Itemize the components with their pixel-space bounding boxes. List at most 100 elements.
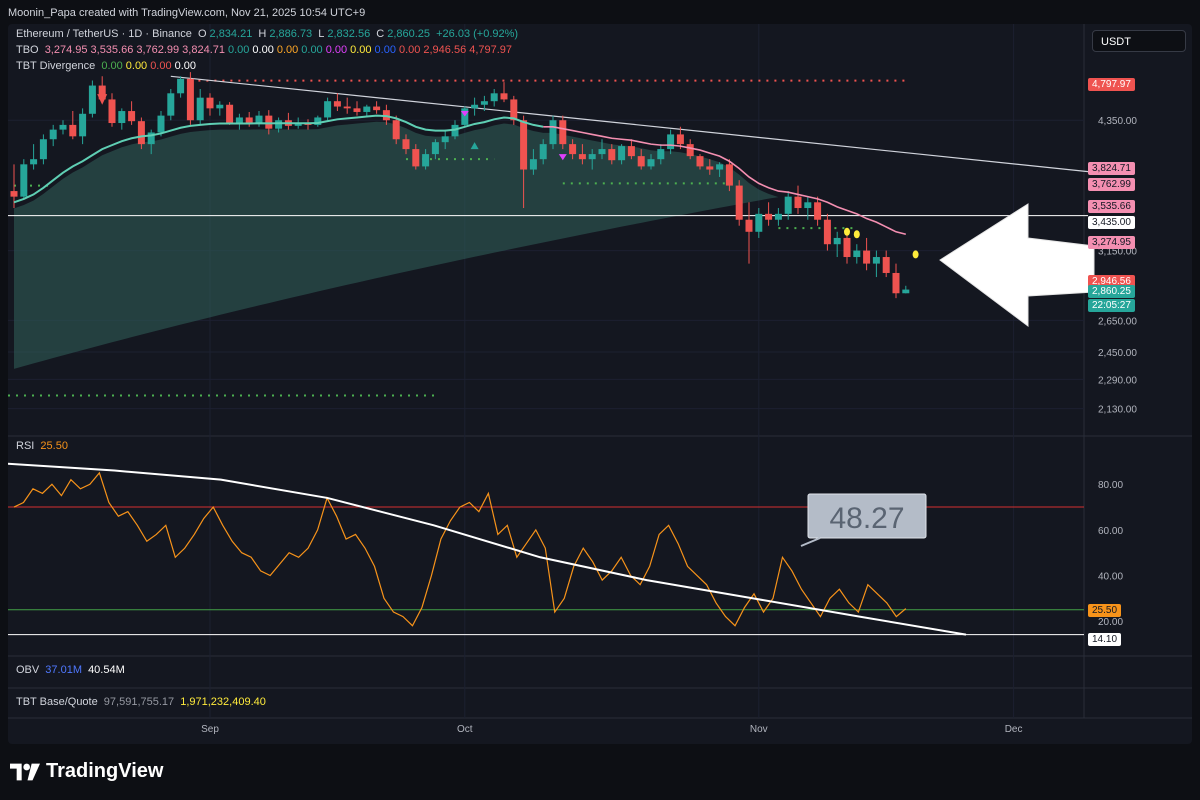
candle-body bbox=[863, 250, 871, 264]
price-axis-tick: 2,650.00 bbox=[1098, 316, 1137, 327]
ohlc-change: +26.03 (+0.92%) bbox=[436, 28, 519, 40]
ohlc-low: 2,832.56 bbox=[327, 28, 371, 40]
candle-body bbox=[765, 213, 773, 220]
candle-body bbox=[823, 219, 831, 245]
candle-body bbox=[216, 104, 224, 109]
tradingview-logo-icon bbox=[10, 763, 40, 781]
ohlc-high: 2,886.73 bbox=[269, 28, 313, 40]
candle-body bbox=[578, 154, 586, 160]
countdown-tag: 22:05:27 bbox=[1088, 299, 1135, 312]
candle-body bbox=[265, 115, 273, 129]
rsi-trend-line bbox=[8, 462, 967, 636]
chart-canvas[interactable]: Sep Oct Nov Dec 4,350.00 3,150.00 2,650.00 2,45… bbox=[8, 24, 1192, 744]
candle-body bbox=[275, 120, 283, 129]
candle-body bbox=[245, 117, 253, 124]
candle-body bbox=[882, 257, 890, 273]
tbo-value: 3,535.66 bbox=[90, 44, 134, 56]
candle-body bbox=[118, 111, 126, 124]
tbo-ema-line bbox=[543, 125, 906, 236]
rsi-tag: 25.50 bbox=[1088, 604, 1122, 617]
tbo-value: 3,274.95 bbox=[44, 44, 88, 56]
candle-body bbox=[128, 111, 136, 122]
ohlc-open: 2,834.21 bbox=[209, 28, 253, 40]
candle-body bbox=[745, 219, 753, 232]
candle-body bbox=[480, 101, 488, 105]
candle-body bbox=[186, 78, 194, 121]
ohlc-close: 2,860.25 bbox=[387, 28, 431, 40]
x-axis-label: Nov bbox=[750, 724, 768, 735]
candle-body bbox=[167, 93, 175, 116]
ohlc-open-label: O bbox=[197, 28, 207, 40]
tbo-cloud bbox=[14, 121, 906, 369]
candle-body bbox=[255, 115, 263, 124]
candle-body bbox=[843, 237, 851, 258]
candle-body bbox=[314, 117, 322, 125]
candle-body bbox=[137, 121, 145, 145]
tbo-value: 0.00 bbox=[252, 44, 274, 56]
rsi-value: 25.50 bbox=[40, 440, 68, 452]
candle-body bbox=[667, 134, 675, 150]
candle-body bbox=[333, 101, 341, 107]
symbol-legend: Ethereum / TetherUS · 1D · Binance O 2,83… bbox=[16, 28, 521, 40]
candle-body bbox=[735, 185, 743, 220]
price-axis-tick: 2,450.00 bbox=[1098, 348, 1137, 359]
obv-label: OBV bbox=[16, 664, 40, 676]
price-tag: 4,797.97 bbox=[1088, 78, 1135, 91]
candle-body bbox=[833, 237, 841, 245]
tbo-legend: TBO 3,274.95 3,535.66 3,762.99 3,824.71 0.00… bbox=[16, 44, 515, 56]
candle-body bbox=[608, 149, 616, 161]
currency-selector[interactable]: USDT bbox=[1092, 30, 1186, 52]
signal-marker bbox=[460, 111, 469, 117]
rsi-annotation-pointer bbox=[800, 537, 821, 547]
divergence-dot bbox=[912, 250, 919, 259]
candle-body bbox=[226, 104, 234, 124]
candle-body bbox=[676, 134, 684, 145]
candle-body bbox=[657, 149, 665, 160]
candle-body bbox=[49, 129, 57, 140]
candle-body bbox=[784, 196, 792, 214]
candle-body bbox=[79, 113, 87, 137]
candle-body bbox=[853, 250, 861, 258]
chart-attribution: Moonin_Papa created with TradingView.com… bbox=[0, 0, 1200, 24]
candle-body bbox=[461, 108, 469, 125]
tbt-bq-label: TBT Base/Quote bbox=[16, 696, 98, 708]
candle-body bbox=[618, 146, 626, 161]
candle-body bbox=[324, 101, 332, 118]
tbo-value: 0.00 bbox=[350, 44, 372, 56]
tbt-base-quote-legend: TBT Base/Quote 97,591,755.17 1,971,232,4… bbox=[16, 696, 269, 708]
candle-body bbox=[598, 149, 606, 155]
x-axis-label: Oct bbox=[457, 724, 473, 735]
candle-body bbox=[441, 136, 449, 143]
candle-body bbox=[549, 120, 557, 145]
price-tag: 2,946.56 bbox=[1088, 275, 1135, 288]
candle-body bbox=[20, 164, 28, 197]
tbo-value: 2,946.56 bbox=[423, 44, 467, 56]
candle-body bbox=[559, 120, 567, 145]
candle-body bbox=[353, 108, 361, 112]
candle-body bbox=[235, 117, 243, 124]
chart-frame[interactable]: Sep Oct Nov Dec 4,350.00 3,150.00 2,650.00 2,45… bbox=[8, 24, 1192, 744]
candle-body bbox=[755, 213, 763, 232]
candle-body bbox=[569, 144, 577, 155]
rsi-axis-tick: 40.00 bbox=[1098, 572, 1123, 583]
candle-body bbox=[794, 196, 802, 209]
candle-body bbox=[206, 97, 214, 109]
ohlc-close-label: C bbox=[376, 28, 385, 40]
candle-body bbox=[520, 120, 528, 170]
tbt-value: 0.00 bbox=[174, 60, 197, 72]
tbt-value: 0.00 bbox=[125, 60, 148, 72]
price-axis-tick: 2,290.00 bbox=[1098, 375, 1137, 386]
tbo-value: 0.00 bbox=[301, 44, 323, 56]
rsi-line bbox=[13, 471, 907, 627]
price-tag: 3,435.00 bbox=[1088, 216, 1135, 229]
tbo-label: TBO bbox=[16, 44, 39, 56]
tbt-bq-value-2: 1,971,232,409.40 bbox=[180, 696, 266, 708]
x-axis-label: Dec bbox=[1005, 724, 1023, 735]
candle-body bbox=[402, 139, 410, 150]
candle-body bbox=[39, 139, 47, 160]
rsi-axis-tick: 60.00 bbox=[1098, 526, 1123, 537]
candle-body bbox=[500, 93, 508, 100]
candle-body bbox=[108, 99, 116, 124]
candle-body bbox=[98, 85, 106, 100]
buy-signal-marker bbox=[470, 142, 479, 150]
